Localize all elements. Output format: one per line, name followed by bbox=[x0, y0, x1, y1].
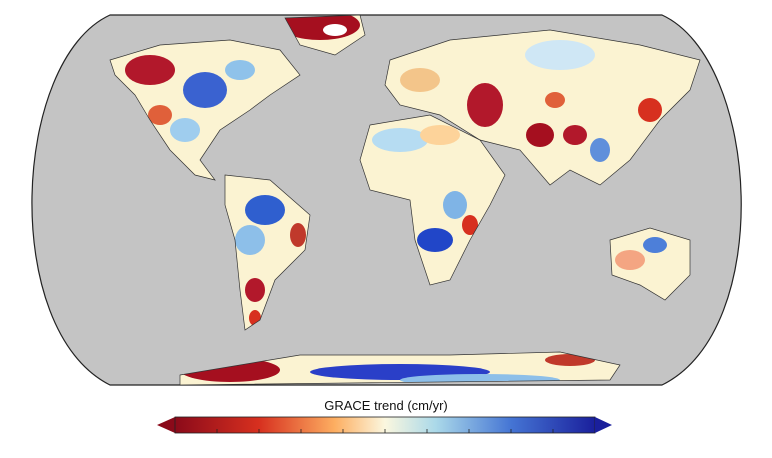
colorbar-label: GRACE trend (cm/yr) bbox=[324, 398, 448, 413]
colorbar-arrow-high bbox=[595, 417, 612, 433]
colorbar-arrow-low bbox=[157, 417, 175, 433]
colorbar-ticks bbox=[216, 429, 554, 433]
colorbar: GRACE trend (cm/yr) bbox=[157, 398, 612, 434]
map bbox=[31, 14, 742, 386]
